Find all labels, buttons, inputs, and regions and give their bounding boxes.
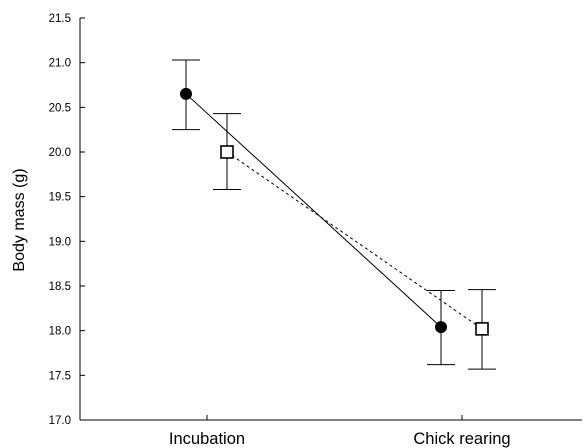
data-point: [435, 321, 447, 334]
y-tick-label: 20.0: [49, 147, 71, 159]
y-axis-title: Body mass (g): [11, 168, 28, 271]
x-tick-label: Incubation: [169, 430, 245, 448]
y-tick-label: 21.5: [49, 13, 71, 25]
x-ticks: Incubation Chick rearing: [169, 415, 511, 448]
y-tick-label: 21.0: [49, 58, 71, 70]
series-2: [213, 113, 496, 370]
y-tick-label: 19.0: [49, 236, 71, 248]
data-point: [475, 322, 489, 336]
y-tick-label: 19.5: [49, 192, 71, 204]
y-tick-label: 20.5: [49, 102, 71, 114]
x-tick-label: Chick rearing: [413, 430, 510, 448]
y-tick-label: 18.5: [49, 281, 71, 293]
data-point: [220, 145, 234, 159]
series-layer: [172, 59, 496, 370]
y-ticks: 17.0 17.5 18.0 18.5 19.0 19.5 20.0 20.5 21.0 21.5: [49, 13, 85, 427]
axes: [79, 18, 582, 421]
series-1: [172, 59, 455, 366]
y-tick-label: 18.0: [49, 326, 71, 338]
series-1-line: [185, 93, 442, 328]
y-tick-label: 17.5: [49, 370, 71, 382]
series-2-line: [226, 151, 483, 330]
data-point: [180, 87, 192, 100]
y-tick-label: 17.0: [49, 415, 71, 427]
